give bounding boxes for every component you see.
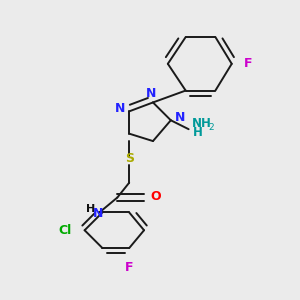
Text: N: N bbox=[175, 111, 185, 124]
Text: N: N bbox=[93, 207, 103, 220]
Text: Cl: Cl bbox=[58, 224, 71, 237]
Text: F: F bbox=[244, 57, 252, 70]
Text: N: N bbox=[115, 102, 125, 115]
Text: H: H bbox=[193, 126, 203, 139]
Text: H: H bbox=[86, 204, 95, 214]
Text: N: N bbox=[146, 87, 157, 100]
Text: F: F bbox=[125, 262, 134, 275]
Text: NH: NH bbox=[192, 117, 212, 130]
Text: S: S bbox=[125, 152, 134, 165]
Text: 2: 2 bbox=[209, 123, 214, 132]
Text: O: O bbox=[151, 190, 161, 203]
